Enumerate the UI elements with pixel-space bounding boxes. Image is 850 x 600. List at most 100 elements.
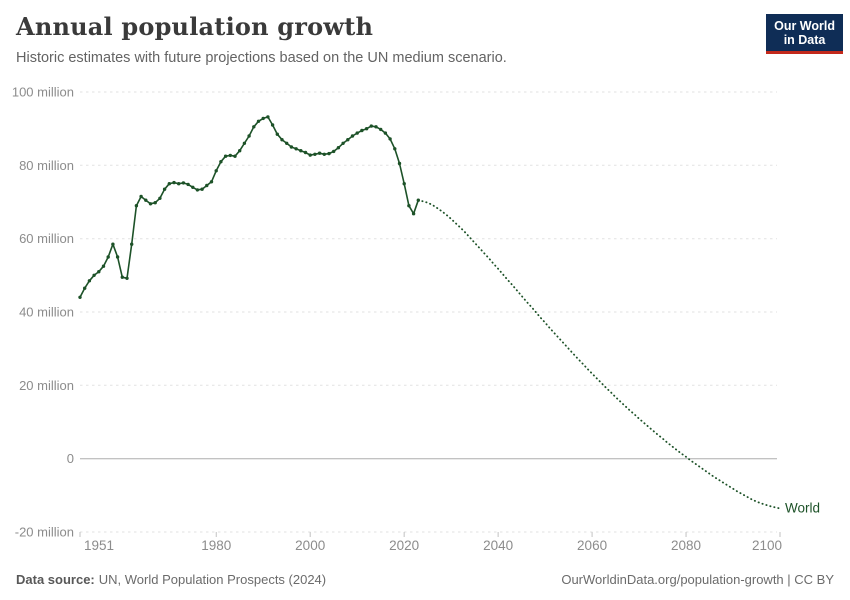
data-point-marker [83,286,87,290]
data-point-marker [242,141,247,145]
data-point-marker [383,131,388,135]
y-axis-label: 80 million [19,158,74,173]
data-source-label: Data source: [16,572,95,587]
data-point-marker [360,128,364,133]
data-point-marker [379,127,383,132]
data-source-value: UN, World Population Prospects (2024) [98,572,327,587]
page-title: Annual population growth [16,12,374,41]
x-axis-label: 2000 [295,538,325,553]
data-point-marker [294,147,298,151]
data-point-marker [397,161,402,166]
data-point-marker [393,147,397,151]
data-point-marker [191,185,195,189]
owid-logo-line1: Our World [774,19,835,33]
data-source: Data source: UN, World Population Prospec… [16,572,326,587]
data-point-marker [280,138,284,142]
data-point-marker [144,198,148,202]
data-point-marker [346,138,350,142]
data-point-marker [214,169,218,173]
data-point-marker [327,151,331,156]
data-point-marker [256,119,261,124]
data-point-marker [233,154,237,158]
credit-link[interactable]: OurWorldinData.org/population-growth | C… [561,572,834,587]
data-point-marker [219,160,223,164]
chart-footer: Data source: UN, World Population Prospec… [16,572,834,587]
data-point-marker [172,180,176,185]
data-point-marker [134,204,139,208]
data-point-marker [223,154,228,158]
x-axis-label: 2020 [389,538,419,553]
owid-logo-line2: in Data [783,33,826,47]
data-point-marker [303,150,308,155]
data-point-marker [115,255,120,259]
data-point-marker [364,127,369,131]
data-point-marker [158,196,162,200]
x-axis-label: 2040 [483,538,513,553]
data-point-marker [177,182,181,186]
data-point-marker [336,146,341,150]
data-point-marker [374,125,378,129]
data-point-marker [388,137,392,141]
y-axis-label: 20 million [19,378,74,393]
data-point-marker [322,152,326,156]
data-point-marker [111,242,115,246]
data-point-marker [87,279,92,283]
data-point-marker [275,132,279,136]
historic-line[interactable] [79,116,420,298]
chart-header: Annual population growth Historic estima… [16,12,843,66]
series-label-world: World [785,501,820,516]
data-point-marker [97,270,101,274]
data-point-marker [195,188,200,192]
data-point-marker [411,212,416,216]
data-point-marker [92,273,96,277]
data-point-marker [247,134,251,138]
data-point-marker [186,182,190,187]
data-point-marker [238,149,242,153]
data-point-marker [402,182,406,186]
data-point-marker [139,194,143,199]
data-point-marker [120,275,125,279]
y-axis-label: 60 million [19,231,74,246]
y-axis-label: 100 million [12,85,74,100]
data-point-marker [228,153,232,158]
data-point-marker [153,201,157,205]
data-point-marker [407,204,411,208]
data-point-marker [270,123,275,127]
data-point-marker [106,255,110,259]
data-point-marker [308,153,312,157]
data-point-marker [209,180,214,184]
data-point-marker [200,187,204,191]
data-point-marker [261,116,265,121]
data-point-marker [266,115,270,119]
data-point-marker [78,295,82,299]
data-point-marker [101,264,106,268]
data-point-marker [350,134,355,138]
data-point-marker [355,131,359,135]
x-axis-label: 1951 [84,538,114,553]
y-axis-label: 40 million [19,305,74,320]
x-axis-label: 2080 [671,538,701,553]
chart-subtitle: Historic estimates with future projectio… [16,50,507,66]
data-point-marker [332,149,336,154]
data-point-marker [313,152,317,156]
y-axis-label: -20 million [15,525,74,540]
data-point-marker [341,141,345,145]
data-point-marker [125,276,129,280]
x-axis-label: 2060 [577,538,607,553]
data-point-marker [130,242,134,246]
owid-logo[interactable]: Our World in Data [766,14,843,54]
projection-line[interactable] [417,199,781,510]
data-point-marker [148,202,153,206]
data-point-marker [162,187,167,191]
data-point-marker [181,181,186,185]
data-point-marker [289,145,294,149]
data-point-marker [167,182,171,186]
y-axis-label: 0 [67,451,74,466]
data-point-marker [369,124,373,128]
data-point-marker [299,149,303,153]
data-point-marker [252,125,256,129]
data-point-marker [205,183,209,188]
data-point-marker [317,151,322,155]
